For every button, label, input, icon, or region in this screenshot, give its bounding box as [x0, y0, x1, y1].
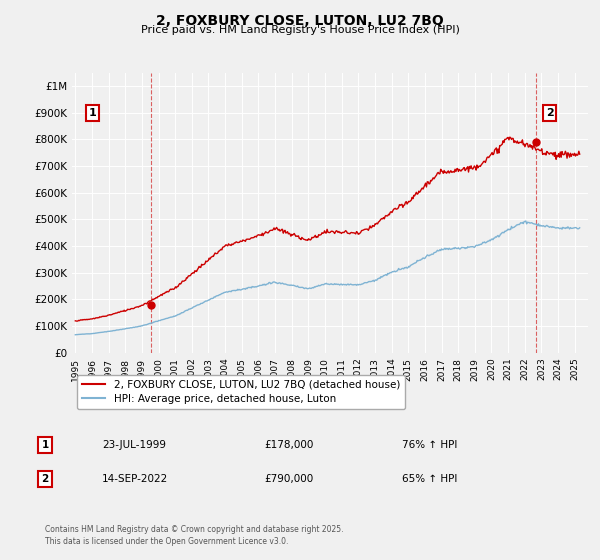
Text: 2: 2	[546, 108, 554, 118]
Text: 23-JUL-1999: 23-JUL-1999	[102, 440, 166, 450]
Text: £178,000: £178,000	[264, 440, 313, 450]
Legend: 2, FOXBURY CLOSE, LUTON, LU2 7BQ (detached house), HPI: Average price, detached : 2, FOXBURY CLOSE, LUTON, LU2 7BQ (detach…	[77, 375, 405, 409]
Text: 2, FOXBURY CLOSE, LUTON, LU2 7BQ: 2, FOXBURY CLOSE, LUTON, LU2 7BQ	[156, 14, 444, 28]
Text: £790,000: £790,000	[264, 474, 313, 484]
Text: 76% ↑ HPI: 76% ↑ HPI	[402, 440, 457, 450]
Text: 2: 2	[41, 474, 49, 484]
Text: Price paid vs. HM Land Registry's House Price Index (HPI): Price paid vs. HM Land Registry's House …	[140, 25, 460, 35]
Text: 1: 1	[89, 108, 97, 118]
Text: Contains HM Land Registry data © Crown copyright and database right 2025.
This d: Contains HM Land Registry data © Crown c…	[45, 525, 343, 546]
Text: 65% ↑ HPI: 65% ↑ HPI	[402, 474, 457, 484]
Text: 14-SEP-2022: 14-SEP-2022	[102, 474, 168, 484]
Text: 1: 1	[41, 440, 49, 450]
